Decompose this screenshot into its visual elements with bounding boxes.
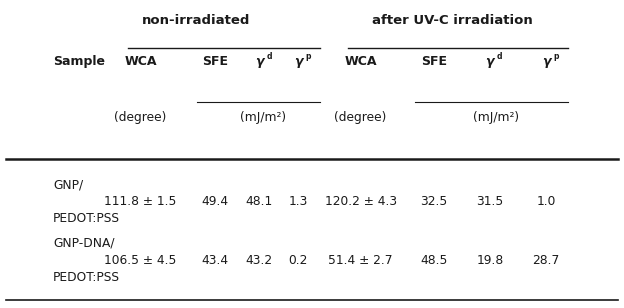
Text: p: p bbox=[306, 52, 311, 61]
Text: 1.3: 1.3 bbox=[288, 195, 308, 208]
Text: γ: γ bbox=[294, 55, 303, 68]
Text: γ: γ bbox=[255, 55, 263, 68]
Text: γ: γ bbox=[485, 55, 494, 68]
Text: (degree): (degree) bbox=[334, 111, 387, 124]
Text: (mJ/m²): (mJ/m²) bbox=[240, 111, 286, 124]
Text: 0.2: 0.2 bbox=[288, 254, 308, 267]
Text: d: d bbox=[266, 52, 271, 61]
Text: p: p bbox=[553, 52, 558, 61]
Text: non-irradiated: non-irradiated bbox=[142, 14, 251, 27]
Text: 111.8 ± 1.5: 111.8 ± 1.5 bbox=[104, 195, 177, 208]
Text: 49.4: 49.4 bbox=[202, 195, 229, 208]
Text: SFE: SFE bbox=[421, 55, 447, 68]
Text: GNP/: GNP/ bbox=[53, 178, 83, 191]
Text: γ: γ bbox=[542, 55, 550, 68]
Text: 28.7: 28.7 bbox=[532, 254, 560, 267]
Text: 106.5 ± 4.5: 106.5 ± 4.5 bbox=[104, 254, 177, 267]
Text: 1.0: 1.0 bbox=[536, 195, 556, 208]
Text: d: d bbox=[497, 52, 502, 61]
Text: 120.2 ± 4.3: 120.2 ± 4.3 bbox=[324, 195, 397, 208]
Text: GNP-DNA/: GNP-DNA/ bbox=[53, 237, 115, 250]
Text: after UV-C irradiation: after UV-C irradiation bbox=[372, 14, 533, 27]
Text: PEDOT:PSS: PEDOT:PSS bbox=[53, 212, 120, 225]
Text: (degree): (degree) bbox=[114, 111, 167, 124]
Text: 48.5: 48.5 bbox=[420, 254, 447, 267]
Text: 19.8: 19.8 bbox=[476, 254, 504, 267]
Text: 43.2: 43.2 bbox=[245, 254, 273, 267]
Text: SFE: SFE bbox=[202, 55, 228, 68]
Text: 48.1: 48.1 bbox=[245, 195, 273, 208]
Text: WCA: WCA bbox=[124, 55, 157, 68]
Text: (mJ/m²): (mJ/m²) bbox=[473, 111, 519, 124]
Text: 51.4 ± 2.7: 51.4 ± 2.7 bbox=[328, 254, 393, 267]
Text: 32.5: 32.5 bbox=[420, 195, 447, 208]
Text: Sample: Sample bbox=[53, 55, 105, 68]
Text: 43.4: 43.4 bbox=[202, 254, 229, 267]
Text: 31.5: 31.5 bbox=[476, 195, 504, 208]
Text: WCA: WCA bbox=[344, 55, 377, 68]
Text: PEDOT:PSS: PEDOT:PSS bbox=[53, 271, 120, 284]
